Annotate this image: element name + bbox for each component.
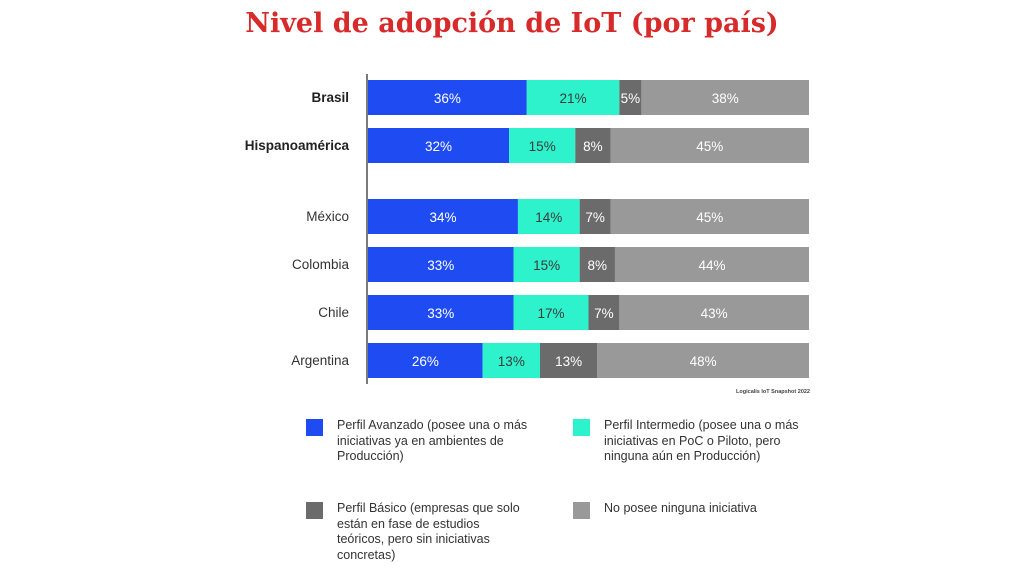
data-label-brasil-2: 5% (621, 91, 641, 106)
data-label-colombia-2: 8% (588, 258, 608, 273)
bar-segment-mexico-3 (610, 199, 809, 234)
bar-segment-chile-2 (588, 295, 620, 330)
legend-label-basico: Perfil Básico (empresas que solo están e… (337, 501, 520, 562)
data-label-mexico-3: 45% (696, 210, 723, 225)
data-label-chile-0: 33% (427, 306, 454, 321)
legend-label-ninguna: No posee ninguna iniciativa (604, 501, 757, 515)
category-label-mexico: México (306, 209, 349, 224)
data-label-hispanoamerica-1: 15% (529, 139, 556, 154)
legend-item-intermedio: Perfil Intermedio (posee una o más inici… (573, 418, 823, 465)
category-label-argentina: Argentina (291, 353, 349, 368)
bar-segment-mexico-0 (368, 199, 518, 234)
legend-label-avanzado: Perfil Avanzado (posee una o más iniciat… (337, 418, 528, 463)
category-label-chile: Chile (318, 305, 349, 320)
bar-segment-argentina-3 (597, 343, 809, 378)
data-label-brasil-0: 36% (434, 91, 461, 106)
legend-item-ninguna: No posee ninguna iniciativa (573, 501, 823, 519)
bar-segment-colombia-0 (368, 247, 514, 282)
data-label-mexico-2: 7% (585, 210, 605, 225)
source-note: Logicalis IoT Snapshot 2022 (736, 389, 810, 395)
bar-segment-hispanoamerica-1 (509, 128, 576, 163)
bar-segment-mexico-1 (517, 199, 580, 234)
bar-segment-colombia-2 (579, 247, 615, 282)
data-label-chile-1: 17% (537, 306, 564, 321)
bar-segment-chile-0 (368, 295, 514, 330)
stacked-bar-chart: Brasil 36% 21% 5% 38% Hispanoamérica 32% 15% 8% 4… (245, 74, 809, 384)
legend-item-basico: Perfil Básico (empresas que solo están e… (306, 501, 526, 563)
bar-segment-brasil-1 (526, 80, 620, 115)
category-label-hispanoamerica: Hispanoamérica (245, 138, 350, 153)
bar-segment-brasil-2 (619, 80, 642, 115)
data-label-brasil-1: 21% (560, 91, 587, 106)
bar-segment-mexico-2 (579, 199, 611, 234)
data-label-colombia-0: 33% (427, 258, 454, 273)
legend-swatch-basico (306, 502, 323, 519)
chart-title: Nivel de adopción de IoT (por país) (245, 8, 779, 39)
data-label-hispanoamerica-0: 32% (425, 139, 452, 154)
bar-segment-argentina-0 (368, 343, 483, 378)
data-label-colombia-1: 15% (533, 258, 560, 273)
bar-segment-chile-3 (619, 295, 809, 330)
legend-swatch-intermedio (573, 419, 590, 436)
data-label-chile-3: 43% (701, 306, 728, 321)
legend-swatch-ninguna (573, 502, 590, 519)
bar-segment-hispanoamerica-2 (575, 128, 611, 163)
data-label-argentina-2: 13% (555, 354, 582, 369)
data-label-mexico-1: 14% (535, 210, 562, 225)
bar-segment-chile-1 (513, 295, 589, 330)
legend-label-intermedio: Perfil Intermedio (posee una o más inici… (604, 418, 799, 463)
bar-segment-argentina-2 (539, 343, 598, 378)
legend-swatch-avanzado (306, 419, 323, 436)
data-label-chile-2: 7% (594, 306, 614, 321)
bar-segment-argentina-1 (482, 343, 540, 378)
data-label-argentina-0: 26% (412, 354, 439, 369)
data-label-argentina-3: 48% (690, 354, 717, 369)
data-label-argentina-1: 13% (498, 354, 525, 369)
bar-segment-hispanoamerica-0 (368, 128, 510, 163)
data-label-hispanoamerica-3: 45% (696, 139, 723, 154)
bar-segment-hispanoamerica-3 (610, 128, 809, 163)
bar-segment-colombia-3 (614, 247, 809, 282)
bar-segment-brasil-3 (641, 80, 809, 115)
data-label-hispanoamerica-2: 8% (583, 139, 603, 154)
category-label-colombia: Colombia (292, 257, 350, 272)
data-label-brasil-3: 38% (712, 91, 739, 106)
data-label-mexico-0: 34% (429, 210, 456, 225)
category-label-brasil: Brasil (311, 90, 349, 105)
data-label-colombia-3: 44% (698, 258, 725, 273)
bar-segment-brasil-0 (368, 80, 527, 115)
legend-item-avanzado: Perfil Avanzado (posee una o más iniciat… (306, 418, 551, 465)
bar-segment-colombia-1 (513, 247, 580, 282)
